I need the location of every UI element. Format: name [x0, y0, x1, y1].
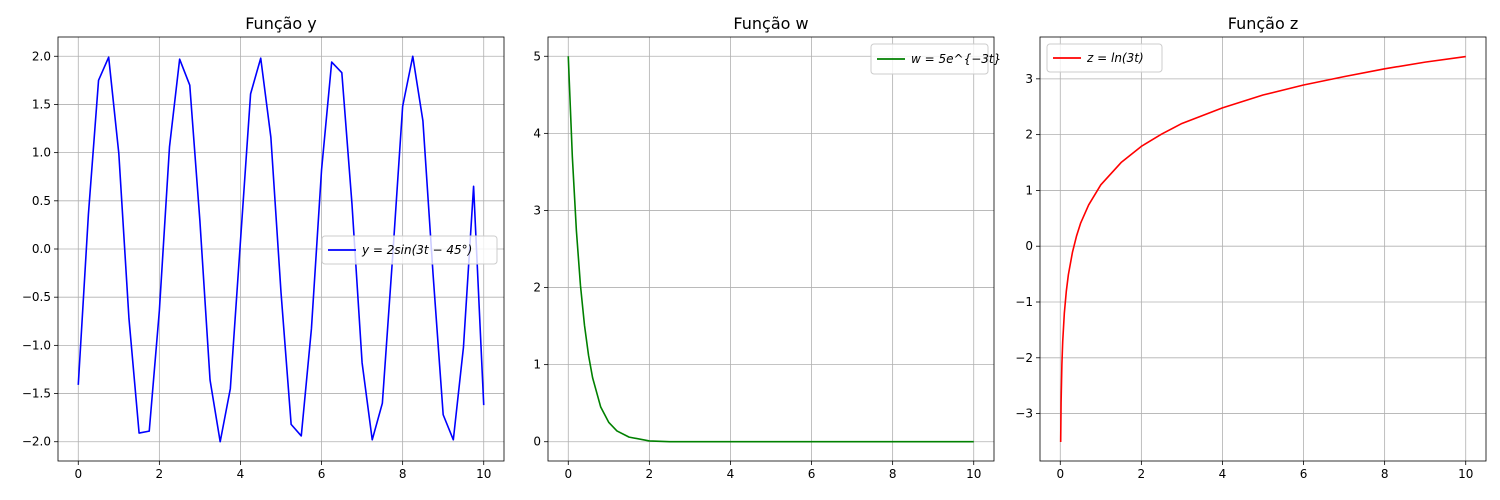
legend: w = 5e^{−3t}	[870, 43, 1001, 75]
legend: y = 2sin(3t − 45°)	[321, 235, 498, 265]
plot-area	[1040, 37, 1486, 461]
x-tick-label: 2	[1138, 467, 1146, 481]
x-tick-label: 0	[564, 467, 572, 481]
x-tick-label: 8	[399, 467, 407, 481]
x-tick-label: 10	[966, 467, 981, 481]
y-tick-label: −1.0	[22, 338, 51, 352]
y-tick-label: 2.0	[32, 49, 51, 63]
legend-box	[1046, 43, 1163, 73]
x-tick-label: 0	[74, 467, 82, 481]
y-tick-label: 2	[1025, 128, 1033, 142]
y-tick-label: 4	[533, 126, 541, 140]
y-tick-label: 0.0	[32, 242, 51, 256]
y-tick-label: −1	[1015, 295, 1033, 309]
y-tick-label: 1.5	[32, 97, 51, 111]
y-tick-label: 3	[533, 203, 541, 217]
legend-label: y = 2sin(3t − 45°)	[361, 243, 472, 257]
y-tick-label: 1	[1025, 183, 1033, 197]
chart-title: Função z	[1228, 14, 1298, 33]
axes-frame	[1039, 36, 1487, 462]
x-tick-label: 0	[1056, 467, 1064, 481]
x-tick-label: 6	[318, 467, 326, 481]
chart-panel-1: 0 2 4 6 8 10 −2.0 −1.5 −1.0 −0.5 0.0 0.5 1.0 1.5 2.0 Fu…	[22, 14, 505, 481]
y-tick-label: −3	[1015, 407, 1033, 421]
x-tick-label: 10	[476, 467, 491, 481]
x-tick-label: 6	[1300, 467, 1308, 481]
x-tick-label: 2	[646, 467, 654, 481]
y-tick-label: 0	[533, 435, 541, 449]
y-tick-label: 5	[533, 49, 541, 63]
legend-box	[321, 235, 498, 265]
x-tick-label: 4	[1219, 467, 1227, 481]
y-tick-label: 2	[533, 281, 541, 295]
y-tick-label: −1.5	[22, 387, 51, 401]
x-tick-label: 10	[1458, 467, 1473, 481]
x-tick-label: 4	[727, 467, 735, 481]
y-tick-label: 0	[1025, 239, 1033, 253]
chart-title: Função w	[733, 14, 808, 33]
plot-area	[548, 37, 994, 461]
axes-frame	[547, 36, 995, 462]
y-tick-label: 1.0	[32, 146, 51, 160]
x-tick-label: 8	[889, 467, 897, 481]
chart-panel-3: 0 2 4 6 8 10 −3 −2 −1 0 1 2 3 Função z z = ln(3t)	[1015, 14, 1487, 481]
x-tick-label: 6	[808, 467, 816, 481]
legend-label: w = 5e^{−3t}	[911, 52, 1001, 66]
y-tick-label: −2	[1015, 351, 1033, 365]
chart-panel-2: 0 2 4 6 8 10 0 1 2 3 4 5 Função w w = 5e^{−3t}	[533, 14, 1001, 481]
chart-title: Função y	[245, 14, 317, 33]
y-tick-label: 3	[1025, 72, 1033, 86]
y-tick-label: 0.5	[32, 194, 51, 208]
legend-box	[870, 43, 989, 75]
y-tick-label: −2.0	[22, 435, 51, 449]
x-tick-label: 8	[1381, 467, 1389, 481]
series-line-1	[567, 56, 974, 443]
series-line-1	[1059, 55, 1466, 443]
legend: z = ln(3t)	[1046, 43, 1163, 73]
x-tick-label: 4	[237, 467, 245, 481]
series-line-1	[77, 55, 485, 443]
y-tick-label: −0.5	[22, 290, 51, 304]
y-tick-label: 1	[533, 358, 541, 372]
legend-label: z = ln(3t)	[1086, 51, 1144, 65]
x-tick-label: 2	[156, 467, 164, 481]
